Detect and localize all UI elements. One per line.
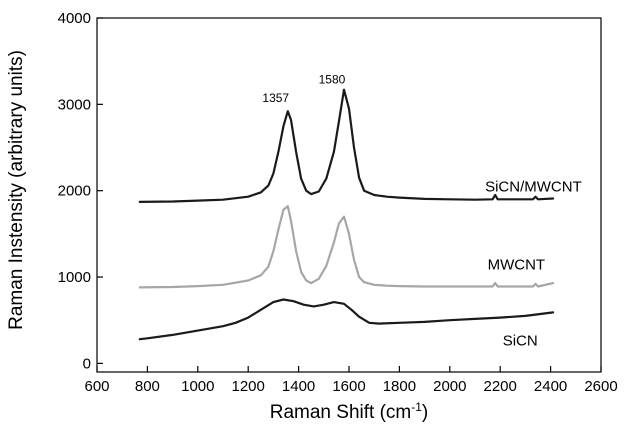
x-axis-title: Raman Shift (cm-1) [270,400,428,423]
x-axis: 600 800 1000 1200 1400 1600 1800 2000 2200 2400 26… [84,366,618,395]
x-tick-label: 1400 [282,378,315,395]
series-line-sicn-mwcnt [138,88,555,203]
annotation-layer: 1357 1580 [262,73,345,105]
series-label-mwcnt: MWCNT [488,257,545,274]
x-tick-label: 1800 [383,378,416,395]
x-tick-label: 1000 [181,378,214,395]
series-line-sicn [138,298,555,341]
y-axis: 0 1000 2000 3000 4000 [58,10,103,372]
peak-label-1580: 1580 [319,73,346,87]
x-tick-label: 2600 [584,378,617,395]
series-line-mwcnt [138,205,555,289]
y-tick-label: 4000 [58,10,91,27]
y-tick-label: 2000 [58,183,91,200]
series-label-sicn-mwcnt: SiCN/MWCNT [485,178,582,195]
y-tick-label: 1000 [58,269,91,286]
peak-label-1357: 1357 [262,91,289,105]
x-tick-label: 2000 [433,378,466,395]
y-axis-title: Raman Instensity (arbitrary units) [6,50,27,330]
x-tick-label: 600 [84,378,109,395]
x-tick-label: 800 [135,378,160,395]
x-tick-label: 2200 [484,378,517,395]
y-tick-label: 0 [83,355,91,372]
x-tick-label: 2400 [534,378,567,395]
series-layer: SiCN/MWCNT MWCNT SiCN [138,88,582,349]
x-tick-label: 1600 [332,378,365,395]
y-tick-label: 3000 [58,96,91,113]
series-label-sicn: SiCN [503,332,538,349]
x-tick-label: 1200 [232,378,265,395]
